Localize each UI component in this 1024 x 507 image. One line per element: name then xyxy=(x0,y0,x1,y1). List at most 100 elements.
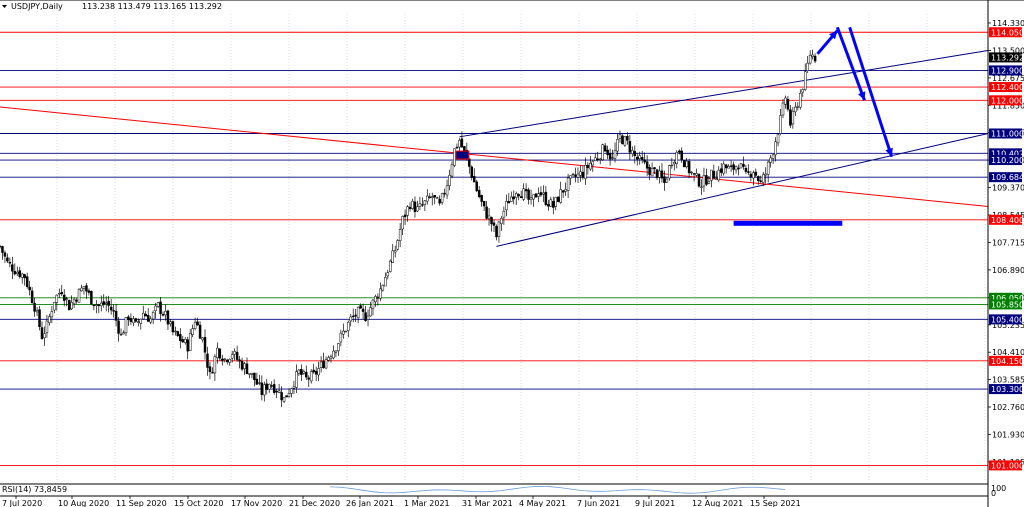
candle-up xyxy=(327,357,330,361)
candle-down xyxy=(692,173,696,175)
candle-down xyxy=(218,348,222,359)
candle-down xyxy=(67,299,71,311)
candle-up xyxy=(82,286,86,289)
candle-down xyxy=(517,194,520,197)
candle-up xyxy=(393,250,397,253)
candle-up xyxy=(35,310,39,313)
candle-up xyxy=(233,351,236,355)
long-red-trend xyxy=(0,106,989,208)
candle-up xyxy=(104,302,108,304)
price-tag-105.400 xyxy=(989,314,1022,325)
candle-up xyxy=(450,163,454,177)
candle-up xyxy=(386,272,390,277)
candle-down xyxy=(11,264,14,272)
price-tag-label: 113.292 xyxy=(991,53,1024,62)
candle-down xyxy=(682,160,686,168)
candle-up xyxy=(497,221,501,237)
candle-down xyxy=(146,315,150,322)
candle-up xyxy=(695,173,698,176)
candle-up xyxy=(794,106,797,113)
candle-down xyxy=(87,290,91,293)
candle-up xyxy=(132,318,135,323)
candle-down xyxy=(1,246,4,253)
candle-up xyxy=(142,312,145,320)
candle-down xyxy=(322,360,325,369)
candle-down xyxy=(161,313,165,316)
candle-up xyxy=(589,163,592,170)
candle-down xyxy=(663,176,666,183)
candle-down xyxy=(749,173,753,178)
candle-up xyxy=(228,359,231,363)
candle-down xyxy=(480,195,483,202)
candle-up xyxy=(347,321,350,331)
price-tag-110.200 xyxy=(989,155,1022,166)
candle-up xyxy=(20,273,24,278)
candle-up xyxy=(806,62,809,72)
candle-down xyxy=(40,327,44,339)
time-tick-label: 15 Sep 2021 xyxy=(750,499,801,507)
price-tag-label: 112.400 xyxy=(991,83,1024,92)
candle-up xyxy=(611,157,614,159)
candle-up xyxy=(576,173,580,178)
candle-up xyxy=(529,197,533,200)
candle-up xyxy=(673,162,676,165)
candle-up xyxy=(776,134,780,144)
candle-up xyxy=(319,361,323,368)
candle-up xyxy=(774,141,777,156)
triangle-down-icon[interactable] xyxy=(2,5,7,8)
candle-down xyxy=(307,377,310,380)
candle-up xyxy=(65,298,68,300)
candle-down xyxy=(265,383,269,390)
candle-down xyxy=(134,318,138,322)
candle-up xyxy=(48,316,51,323)
candle-up xyxy=(151,311,155,320)
candle-up xyxy=(277,390,281,393)
price-tick-label: 106.890 xyxy=(992,266,1024,275)
candle-down xyxy=(235,351,239,360)
candle-up xyxy=(258,382,261,384)
time-tick-label: 17 Nov 2020 xyxy=(231,499,282,507)
candle-up xyxy=(344,330,348,333)
candle-up xyxy=(391,250,394,263)
candle-up xyxy=(710,169,713,181)
candle-down xyxy=(270,385,273,387)
time-tick-label: 9 Jul 2021 xyxy=(635,499,675,507)
candle-down xyxy=(561,190,565,193)
candle-down xyxy=(475,181,478,192)
price-tag-label: 112.000 xyxy=(991,96,1024,105)
price-tag-108.400 xyxy=(989,214,1022,225)
candle-up xyxy=(448,174,451,186)
candle-down xyxy=(789,109,792,126)
candle-up xyxy=(579,171,582,176)
price-tag-label: 110.402 xyxy=(991,149,1024,158)
price-tag-111.000 xyxy=(989,128,1022,139)
price-tag-label: 109.684 xyxy=(991,173,1024,182)
candle-up xyxy=(309,371,313,382)
candle-up xyxy=(566,177,570,191)
ohlc-label: 113.238 113.479 113.165 113.292 xyxy=(82,2,222,11)
candle-down xyxy=(712,170,716,179)
candle-up xyxy=(722,163,725,174)
price-tick-label: 105.235 xyxy=(992,321,1024,330)
candle-up xyxy=(384,277,387,287)
candle-up xyxy=(16,271,19,275)
candle-up xyxy=(371,299,375,309)
candle-up xyxy=(808,55,812,64)
candle-down xyxy=(359,305,362,309)
candle-down xyxy=(0,245,2,248)
price-tick-label: 104.410 xyxy=(992,348,1024,357)
candle-down xyxy=(633,151,637,157)
price-tick-label: 113.500 xyxy=(992,47,1024,56)
candle-up xyxy=(282,396,286,402)
candle-down xyxy=(697,174,701,187)
candle-down xyxy=(203,337,207,353)
candle-up xyxy=(522,188,525,200)
candle-down xyxy=(719,168,723,173)
candle-down xyxy=(114,310,118,321)
price-tick-label: 114.330 xyxy=(992,19,1024,28)
candle-up xyxy=(803,71,807,90)
rsi-scale-bottom: 0 xyxy=(991,489,996,498)
candle-up xyxy=(124,317,128,334)
candle-up xyxy=(398,229,402,242)
